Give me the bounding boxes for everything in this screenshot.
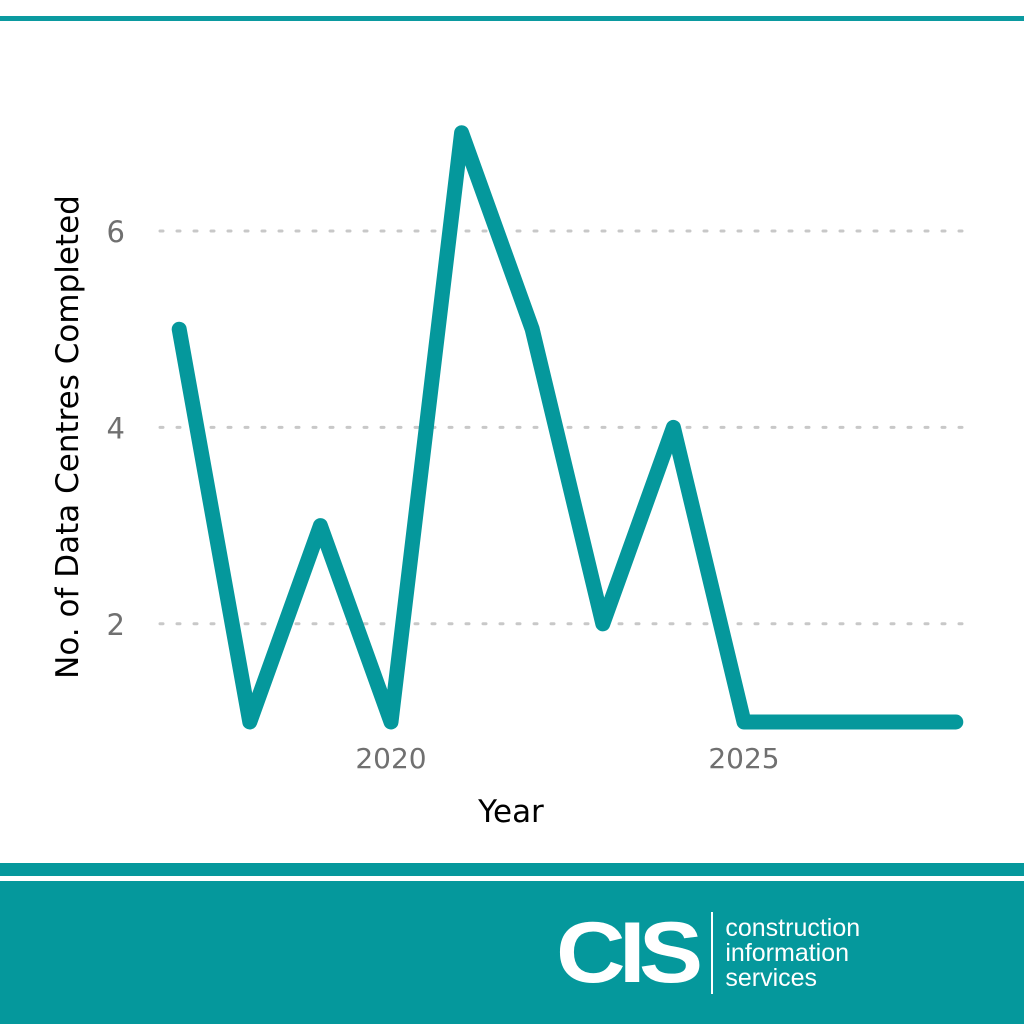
x-tick-label: 2020: [355, 742, 426, 775]
y-axis-ticks: 2 4 6: [107, 215, 125, 642]
y-tick-label: 2: [107, 608, 125, 642]
footer-accent-rule: [0, 863, 1024, 876]
y-tick-label: 4: [107, 411, 125, 445]
logo-wordmark: construction information services: [725, 913, 861, 992]
x-axis-ticks: 2020 2025: [355, 742, 779, 775]
x-axis-label: Year: [477, 794, 544, 830]
logo-line: information: [725, 938, 850, 967]
y-axis-label: No. of Data Centres Completed: [50, 195, 86, 679]
gridlines: [158, 229, 974, 626]
footer-banner: [0, 881, 1024, 1024]
line-chart: 2 4 6 2020 2025 No. of Data Centres Complet…: [50, 125, 974, 830]
data-series-line: [171, 125, 964, 730]
logo-line: construction: [725, 913, 861, 942]
x-tick-label: 2025: [708, 742, 779, 775]
logo-line: services: [725, 963, 818, 992]
y-tick-label: 6: [107, 215, 125, 249]
top-accent-rule: [0, 16, 1024, 21]
logo-divider: [711, 912, 714, 994]
logo-mark: CIS: [556, 905, 703, 1001]
cis-logo: CIS construction information services: [556, 910, 860, 996]
